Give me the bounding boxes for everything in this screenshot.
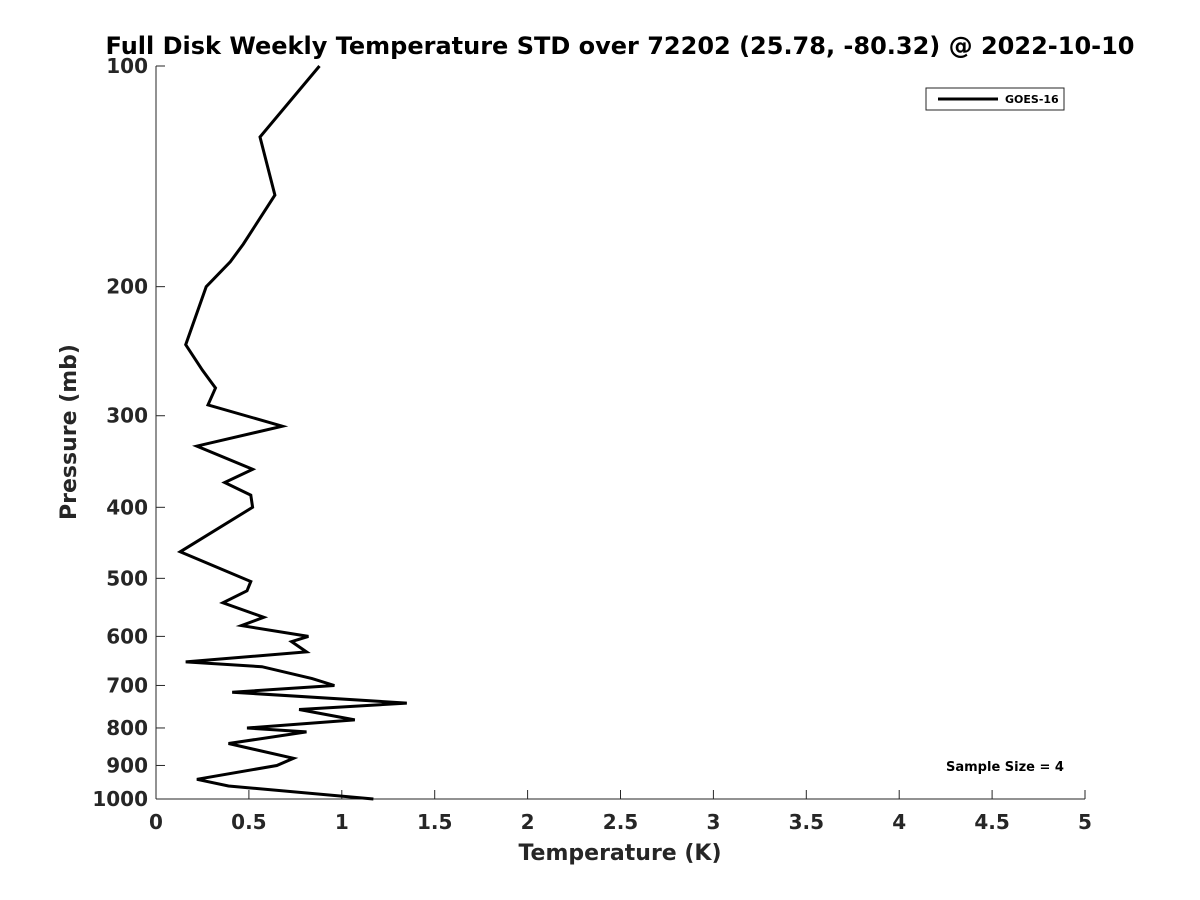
y-tick-label: 400 bbox=[106, 495, 148, 519]
y-tick-label: 200 bbox=[106, 275, 148, 299]
series-line-goes-16 bbox=[176, 65, 407, 801]
y-axis-ticks: 100 200 300 400 500 600 700 800 900 1000 bbox=[92, 54, 165, 811]
y-tick-label: 600 bbox=[106, 624, 148, 648]
sample-size-annotation: Sample Size = 4 bbox=[946, 760, 1064, 775]
y-tick-label: 1000 bbox=[92, 787, 148, 811]
x-tick-label: 4 bbox=[892, 810, 906, 834]
x-tick-label: 1 bbox=[335, 810, 349, 834]
x-tick-label: 4.5 bbox=[974, 810, 1009, 834]
x-tick-label: 1.5 bbox=[417, 810, 452, 834]
x-axis-ticks: 0 0.5 1 1.5 2 2.5 3 3.5 4 4.5 5 bbox=[149, 790, 1092, 834]
x-tick-label: 0 bbox=[149, 810, 163, 834]
x-tick-label: 3.5 bbox=[789, 810, 824, 834]
y-tick-label: 300 bbox=[106, 404, 148, 428]
legend-entry-goes-16: GOES-16 bbox=[1005, 93, 1059, 106]
y-tick-label: 800 bbox=[106, 716, 148, 740]
y-tick-label: 500 bbox=[106, 566, 148, 590]
chart-title: Full Disk Weekly Temperature STD over 72… bbox=[106, 32, 1135, 60]
x-tick-label: 5 bbox=[1078, 810, 1092, 834]
legend: GOES-16 bbox=[925, 87, 1065, 111]
y-tick-label: 900 bbox=[106, 753, 148, 777]
x-tick-label: 3 bbox=[706, 810, 720, 834]
y-tick-label: 700 bbox=[106, 673, 148, 697]
y-tick-label: 100 bbox=[106, 54, 148, 78]
x-axis-label: Temperature (K) bbox=[518, 841, 721, 866]
x-tick-label: 2.5 bbox=[603, 810, 638, 834]
x-tick-label: 0.5 bbox=[231, 810, 266, 834]
x-tick-label: 2 bbox=[521, 810, 535, 834]
y-axis-label: Pressure (mb) bbox=[57, 344, 82, 520]
